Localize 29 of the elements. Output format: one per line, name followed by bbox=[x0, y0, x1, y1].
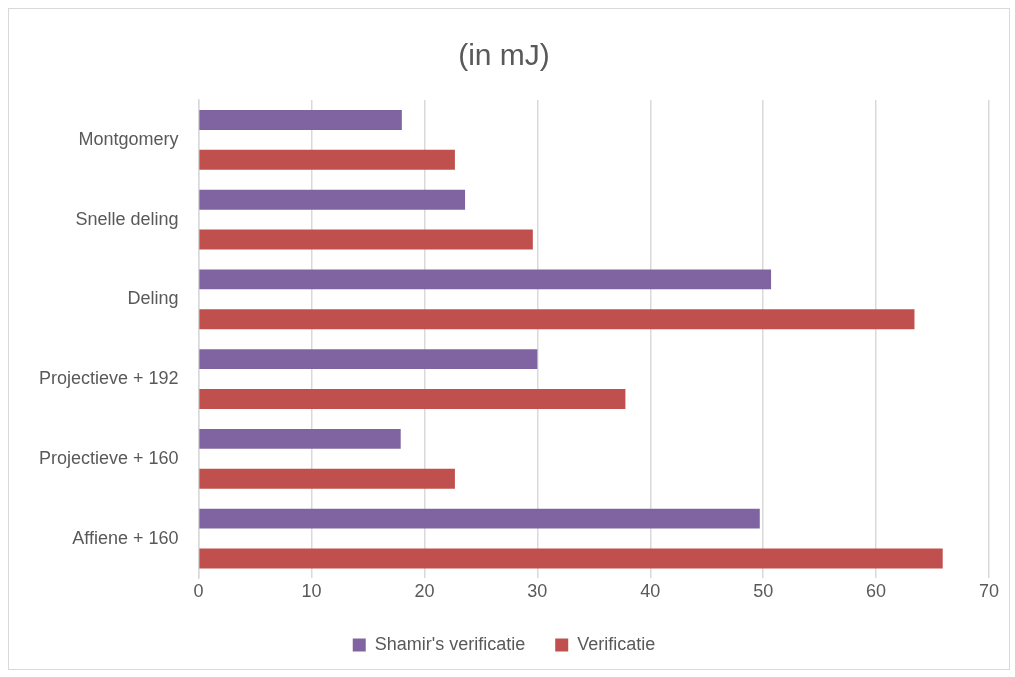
x-tick-label: 50 bbox=[753, 581, 774, 602]
y-tick-label: Montgomery bbox=[78, 128, 179, 149]
y-tick-label: Affiene + 160 bbox=[72, 527, 179, 548]
bar bbox=[199, 149, 455, 170]
bar bbox=[199, 309, 915, 330]
x-tick-label: 30 bbox=[527, 581, 548, 602]
legend-label: Verificatie bbox=[577, 633, 656, 654]
bar bbox=[199, 468, 455, 489]
bar bbox=[199, 229, 533, 250]
y-tick-label: Projectieve + 192 bbox=[38, 368, 179, 389]
bar bbox=[199, 428, 401, 449]
legend-label: Shamir's verificatie bbox=[374, 633, 526, 654]
x-tick-label: 0 bbox=[193, 581, 204, 602]
x-tick-label: 20 bbox=[414, 581, 435, 602]
bar bbox=[199, 269, 772, 290]
bar bbox=[199, 349, 538, 370]
y-tick-label: Projectieve + 160 bbox=[38, 447, 179, 468]
bar bbox=[199, 389, 626, 409]
bar bbox=[199, 548, 943, 569]
x-tick-label: 40 bbox=[640, 581, 661, 602]
x-tick-label: 10 bbox=[301, 581, 322, 602]
x-tick-label: 70 bbox=[978, 581, 1000, 602]
y-tick-label: Snelle deling bbox=[75, 208, 179, 229]
bar bbox=[199, 189, 466, 210]
y-tick-label: Deling bbox=[127, 288, 179, 309]
bar bbox=[199, 109, 402, 130]
bar bbox=[199, 508, 760, 529]
chart-title: (in mJ) bbox=[458, 38, 550, 72]
x-tick-label: 60 bbox=[866, 581, 887, 602]
